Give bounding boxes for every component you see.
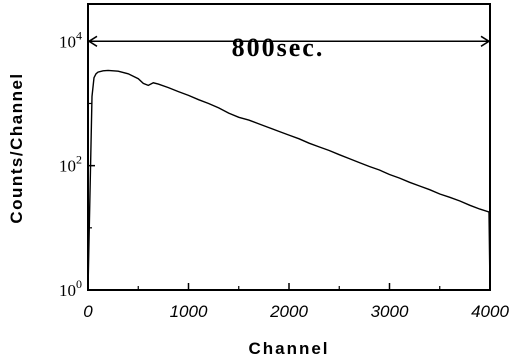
y-tick-label: 100	[59, 277, 82, 300]
y-tick-label: 104	[59, 28, 82, 51]
duration-arrow-head-right	[480, 35, 491, 47]
duration-label: 800sec.	[232, 33, 325, 62]
y-axis-label: Counts/Channel	[7, 72, 26, 223]
x-tick-label: 1000	[170, 302, 208, 321]
x-tick-label: 3000	[371, 302, 409, 321]
x-axis-label: Channel	[248, 339, 329, 357]
x-axis: 0 1000 2000 3000 4000	[83, 283, 509, 321]
y-tick-label: 102	[59, 153, 82, 176]
spectrum-series-line	[87, 69, 491, 291]
x-tick-label: 0	[83, 302, 93, 321]
x-tick-label: 2000	[269, 302, 308, 321]
y-axis: 100 102 104	[59, 28, 95, 300]
duration-annotation: 800sec.	[87, 33, 491, 62]
x-tick-label: 4000	[471, 302, 509, 321]
